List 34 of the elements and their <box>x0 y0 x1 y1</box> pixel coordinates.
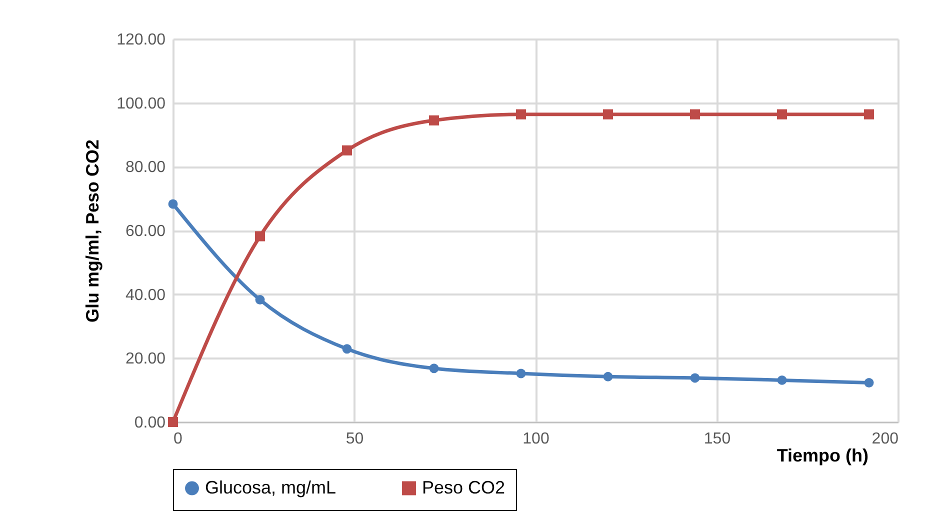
y-tick-label: 40.00 <box>125 286 166 304</box>
y-tick-label: 100.00 <box>116 95 166 112</box>
point <box>602 109 614 120</box>
y-tick-label: 80.00 <box>125 159 166 176</box>
point <box>603 372 613 382</box>
point <box>168 416 178 428</box>
point <box>777 375 787 385</box>
x-tick-label: 150 <box>704 430 731 448</box>
x-tick-label: 200 <box>872 430 899 448</box>
point <box>255 295 265 304</box>
point <box>864 378 874 388</box>
point <box>690 373 700 383</box>
x-axis-title: Tiempo (h) <box>776 446 868 466</box>
point <box>690 109 700 120</box>
point <box>254 231 266 242</box>
point <box>516 368 526 378</box>
point <box>864 109 874 120</box>
point <box>776 109 788 120</box>
y-tick-label: 120.00 <box>116 32 166 48</box>
point <box>168 199 178 209</box>
point <box>429 364 439 374</box>
x-tick-label: 0 <box>174 430 182 448</box>
y-axis-title: Glu mg/ml, Peso CO2 <box>82 139 103 323</box>
point <box>342 145 352 156</box>
y-tick-label: 60.00 <box>125 223 166 240</box>
point <box>516 109 526 120</box>
y-tick-label: 0.00 <box>134 414 166 432</box>
x-tick-label: 50 <box>346 430 364 448</box>
y-tick-label: 20.00 <box>125 350 166 368</box>
point <box>342 344 352 354</box>
point <box>428 115 440 126</box>
legend-label: Glucosa, mg/mL <box>205 477 336 498</box>
x-tick-label: 100 <box>522 430 550 448</box>
legend-label: Peso CO2 <box>422 477 506 498</box>
